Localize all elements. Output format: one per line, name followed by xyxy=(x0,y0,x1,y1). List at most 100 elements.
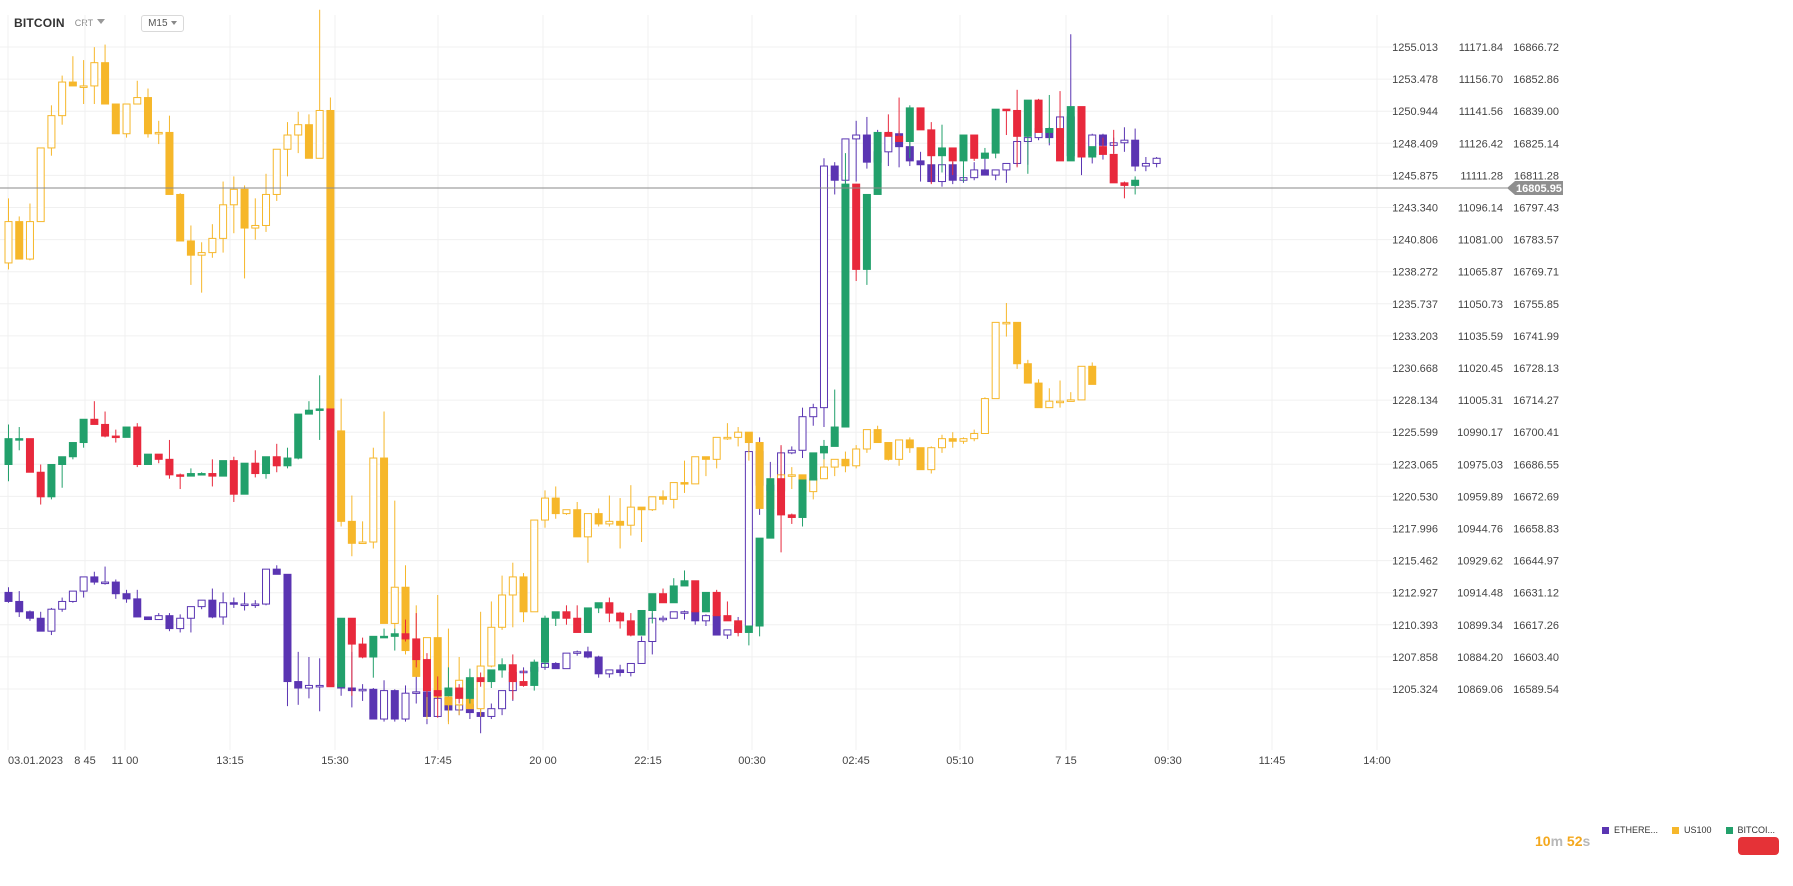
candle-body xyxy=(895,439,904,460)
timeframe-select[interactable]: M15 xyxy=(141,14,184,32)
candle-ethereum xyxy=(1002,162,1011,183)
candle-us100 xyxy=(358,521,367,545)
candle-ethereum xyxy=(251,600,260,608)
y-tick-label: 1217.996 xyxy=(1392,524,1438,536)
caret-down-icon[interactable] xyxy=(97,18,106,24)
candle-body xyxy=(47,463,56,498)
candle-us100 xyxy=(294,111,303,154)
candle-body xyxy=(229,460,238,495)
candle-bitcoin xyxy=(809,452,818,481)
y-tick-label: 16811.28 xyxy=(1514,170,1559,182)
candle-body xyxy=(208,237,217,254)
candle-us100 xyxy=(594,508,603,527)
candle-body xyxy=(122,593,131,600)
candle-body xyxy=(101,581,110,585)
candle-body xyxy=(487,669,496,683)
candle-ethereum xyxy=(36,611,45,632)
candle-ethereum xyxy=(154,613,163,621)
candle-ethereum xyxy=(358,684,367,701)
candle-body xyxy=(905,107,914,142)
candle-ethereum xyxy=(412,675,421,704)
candle-body xyxy=(970,134,979,159)
x-tick-label: 09:30 xyxy=(1154,755,1182,767)
candle-body xyxy=(830,165,839,181)
legend-item-us100[interactable]: US100 xyxy=(1672,825,1712,835)
candle-ethereum xyxy=(219,592,228,625)
candle-us100 xyxy=(1077,365,1086,401)
candle-bitcoin xyxy=(304,401,313,415)
y-tick-label: 10990.17 xyxy=(1457,427,1503,439)
candle-body xyxy=(1152,157,1161,164)
candle-body xyxy=(25,611,34,619)
y-tick-label: 16866.72 xyxy=(1513,42,1559,54)
y-tick-label: 16769.71 xyxy=(1513,267,1559,279)
candle-us100 xyxy=(251,198,260,240)
candle-body xyxy=(959,438,968,442)
candle-body xyxy=(583,607,592,633)
y-tick-label: 1220.530 xyxy=(1392,491,1438,503)
legend-item-ethereum[interactable]: ETHERE... xyxy=(1602,825,1658,835)
candle-body xyxy=(819,165,828,409)
candle-body xyxy=(476,665,485,710)
candle-body xyxy=(712,591,721,617)
candle-body xyxy=(272,456,281,467)
candle-body xyxy=(476,677,485,683)
y-tick-label: 10884.20 xyxy=(1457,652,1503,664)
candle-body xyxy=(701,456,710,460)
candle-ethereum xyxy=(47,607,56,636)
trade-button[interactable] xyxy=(1738,837,1779,855)
candle-body xyxy=(122,103,131,135)
legend-swatch xyxy=(1602,826,1609,834)
candle-body xyxy=(873,131,882,195)
candle-us100 xyxy=(862,429,871,453)
candle-body xyxy=(186,606,195,619)
candle-body xyxy=(401,633,410,640)
y-tick-label: 16589.54 xyxy=(1513,684,1559,696)
x-tick-label: 05:10 xyxy=(946,755,974,767)
candle-ethereum xyxy=(90,571,99,585)
candle-body xyxy=(637,609,646,636)
candle-bitcoin xyxy=(594,602,603,614)
candle-body xyxy=(1120,182,1129,186)
candle-body xyxy=(787,474,796,477)
candle-body xyxy=(498,594,507,628)
candle-bitcoin xyxy=(519,669,528,687)
candle-body xyxy=(991,321,1000,400)
y-tick-label: 1205.324 xyxy=(1392,684,1438,696)
instrument-name[interactable]: BITCOIN xyxy=(14,16,65,30)
candle-us100 xyxy=(1013,321,1022,369)
candle-body xyxy=(433,690,442,697)
candle-body xyxy=(691,611,700,622)
candle-body xyxy=(551,611,560,619)
candle-bitcoin xyxy=(476,672,485,687)
candle-body xyxy=(744,431,753,444)
candle-body xyxy=(498,664,507,671)
candle-bitcoin xyxy=(90,401,99,425)
timeframe-label: M15 xyxy=(148,17,168,29)
candle-body xyxy=(176,474,185,477)
candle-us100 xyxy=(755,442,764,509)
candle-body xyxy=(347,520,356,544)
candle-bitcoin xyxy=(369,635,378,678)
candle-us100 xyxy=(240,185,249,279)
candle-body xyxy=(272,148,281,195)
candle-ethereum xyxy=(498,690,507,716)
candle-us100 xyxy=(15,216,24,260)
candle-body xyxy=(262,456,271,475)
candle-body xyxy=(1141,162,1150,167)
candle-ethereum xyxy=(283,573,292,707)
legend-item-bitcoin[interactable]: BITCOI... xyxy=(1725,825,1775,835)
candle-us100 xyxy=(637,506,646,543)
candle-body xyxy=(659,496,668,500)
candle-bitcoin xyxy=(1131,176,1140,195)
candle-ethereum xyxy=(626,662,635,677)
candle-body xyxy=(873,429,882,444)
candle-body xyxy=(809,452,818,481)
candle-body xyxy=(562,652,571,670)
candle-body xyxy=(1056,128,1065,162)
candle-us100 xyxy=(390,500,399,629)
candle-ethereum xyxy=(487,703,496,720)
candle-body xyxy=(133,598,142,618)
candle-us100 xyxy=(648,496,657,512)
